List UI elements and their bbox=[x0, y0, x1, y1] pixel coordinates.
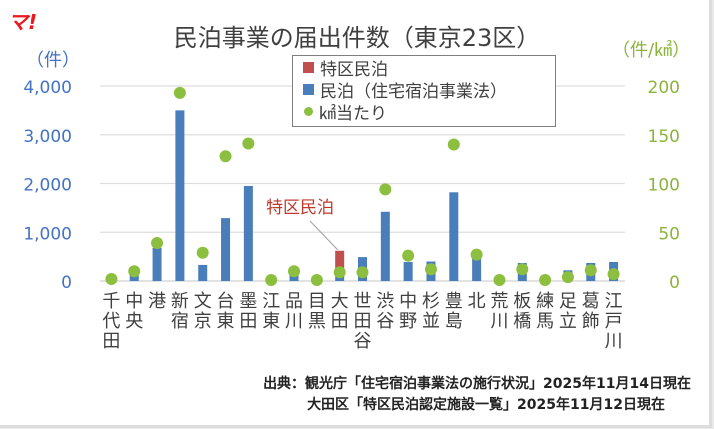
dot-per-km2 bbox=[173, 86, 186, 99]
x-axis-label: 豊島 bbox=[444, 291, 463, 332]
left-tick-label: 0 bbox=[61, 273, 72, 293]
dot-per-km2 bbox=[196, 246, 209, 259]
bar-tokku bbox=[335, 250, 345, 271]
x-axis-label: 世田谷 bbox=[353, 291, 372, 352]
right-tick-label: 50 bbox=[658, 224, 680, 244]
dot-per-km2 bbox=[151, 236, 164, 249]
bar-minpaku bbox=[129, 275, 139, 281]
dot-per-km2 bbox=[310, 274, 323, 287]
bar-minpaku bbox=[449, 192, 459, 281]
x-axis-label: 千代田 bbox=[102, 291, 121, 352]
legend-item-tokku: 特区民泊 bbox=[293, 56, 555, 80]
x-axis-label: 江戸川 bbox=[604, 291, 623, 352]
right-tick-label: 200 bbox=[648, 78, 680, 98]
legend-label: ㎢当たり bbox=[319, 103, 387, 124]
bar-minpaku bbox=[380, 211, 390, 281]
x-axis-label: 練馬 bbox=[536, 291, 555, 332]
dot-per-km2 bbox=[584, 264, 597, 277]
x-axis-label: 足立 bbox=[558, 291, 577, 332]
left-tick-label: 1,000 bbox=[23, 224, 72, 244]
callout-leader-line bbox=[309, 220, 339, 251]
x-axis-label: 墨田 bbox=[239, 291, 258, 332]
dot-per-km2 bbox=[105, 273, 118, 286]
bar-minpaku bbox=[175, 110, 185, 281]
source-note: 出典：観光庁「住宅宿泊事業法の施行状況」2025年11月14日現在 大田区「特区… bbox=[263, 374, 691, 416]
x-axis-label: 葛飾 bbox=[581, 291, 600, 332]
x-axis-label: 北 bbox=[467, 291, 486, 312]
x-axis-label: 台東 bbox=[216, 291, 235, 332]
annotation-tokku: 特区民泊 bbox=[266, 198, 334, 218]
dot-per-km2 bbox=[128, 265, 141, 278]
red-square-icon bbox=[303, 61, 314, 73]
chart-title: 民泊事業の届出件数（東京23区） bbox=[173, 24, 541, 52]
dot-per-km2 bbox=[561, 271, 574, 284]
x-axis-label: 渋谷 bbox=[376, 291, 395, 332]
x-axis-label: 品川 bbox=[285, 291, 304, 332]
bar-minpaku bbox=[198, 264, 208, 281]
x-axis-label: 大田 bbox=[330, 291, 349, 332]
x-axis-label: 荒川 bbox=[490, 291, 509, 332]
dot-per-km2 bbox=[265, 274, 278, 287]
bar-minpaku bbox=[152, 247, 162, 281]
left-tick-label: 4,000 bbox=[23, 78, 72, 98]
dot-per-km2 bbox=[447, 138, 460, 151]
right-tick-label: 0 bbox=[669, 273, 680, 293]
dot-per-km2 bbox=[470, 248, 483, 261]
right-axis-unit: （件/㎢） bbox=[612, 40, 691, 61]
dot-per-km2 bbox=[539, 274, 552, 287]
dot-per-km2 bbox=[333, 266, 346, 279]
left-axis-unit: （件） bbox=[26, 50, 80, 71]
source-line-2: 大田区「特区民泊認定施設一覧」2025年11月12日現在 bbox=[307, 397, 665, 413]
dot-per-km2 bbox=[402, 249, 415, 262]
plot-area: 4,000 200 3,000 150 2,000 100 1,000 50 0 0 bbox=[23, 78, 680, 293]
brand-logo: マ! bbox=[8, 10, 38, 34]
source-line-1: 出典：観光庁「住宅宿泊事業法の施行状況」2025年11月14日現在 bbox=[263, 376, 691, 392]
bar-minpaku bbox=[472, 257, 482, 281]
x-axis-label: 新宿 bbox=[170, 291, 189, 332]
bar-minpaku bbox=[243, 185, 253, 281]
legend: 特区民泊 民泊（住宅宿泊事業法） ㎢当たり bbox=[292, 55, 556, 127]
legend-item-per-km2: ㎢当たり bbox=[293, 100, 555, 124]
bar-minpaku bbox=[221, 218, 231, 281]
x-axis-label: 中野 bbox=[399, 291, 418, 332]
left-tick-label: 3,000 bbox=[23, 127, 72, 147]
dot-per-km2 bbox=[607, 268, 620, 281]
x-axis-label: 文京 bbox=[193, 291, 212, 332]
x-axis-label: 江東 bbox=[262, 291, 281, 332]
x-axis-label: 中央 bbox=[125, 291, 144, 332]
blue-square-icon bbox=[303, 83, 314, 95]
dot-per-km2 bbox=[516, 263, 529, 276]
legend-label: 特区民泊 bbox=[320, 59, 388, 80]
x-axis-label: 杉並 bbox=[421, 291, 440, 332]
x-axis-label: 港 bbox=[148, 291, 167, 312]
dot-per-km2 bbox=[219, 150, 232, 163]
legend-label: 民泊（住宅宿泊事業法） bbox=[320, 81, 507, 102]
dot-per-km2 bbox=[288, 265, 301, 278]
bar-minpaku bbox=[403, 261, 413, 281]
x-axis-label: 板橋 bbox=[513, 291, 532, 332]
green-circle-icon bbox=[304, 106, 313, 116]
dot-per-km2 bbox=[379, 183, 392, 196]
legend-item-minpaku: 民泊（住宅宿泊事業法） bbox=[293, 78, 555, 102]
right-tick-label: 150 bbox=[648, 127, 680, 147]
dot-per-km2 bbox=[242, 137, 255, 150]
left-tick-label: 2,000 bbox=[23, 176, 72, 196]
dot-per-km2 bbox=[424, 263, 437, 276]
x-axis-labels: 千代田中央港新宿文京台東墨田江東品川目黒大田世田谷渋谷中野杉並豊島北荒川板橋練馬… bbox=[100, 292, 625, 372]
dot-per-km2 bbox=[493, 274, 506, 287]
dot-per-km2 bbox=[356, 266, 369, 279]
right-tick-label: 100 bbox=[648, 176, 680, 196]
x-axis-label: 目黒 bbox=[307, 291, 326, 332]
